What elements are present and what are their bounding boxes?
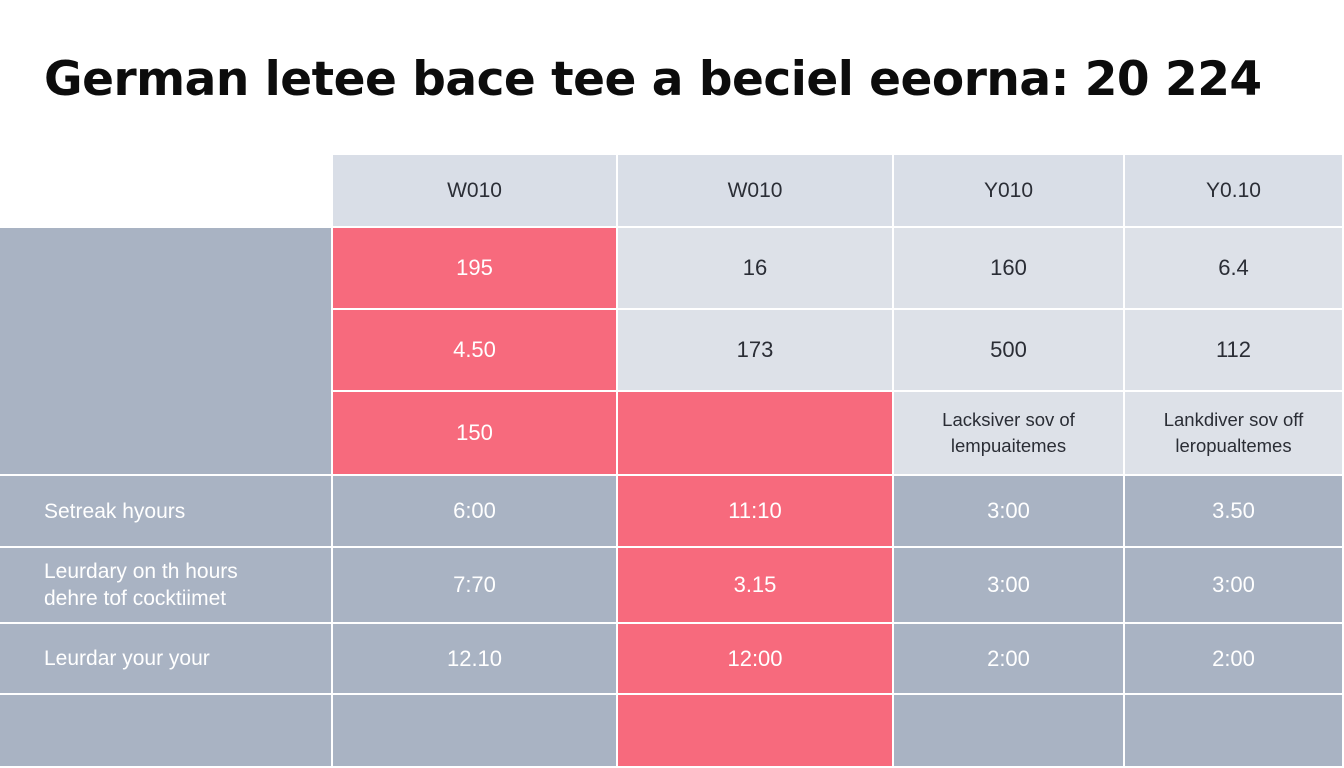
table-cell: 3:00	[894, 548, 1125, 624]
row-label: Leurdar your your	[0, 624, 333, 695]
row-label: Setreak hyours	[0, 476, 333, 548]
highlighted-cell: 12:00	[618, 624, 894, 695]
table-cell	[1125, 695, 1344, 768]
table-cell: Lankdiver sov off leropualtemes	[1125, 392, 1344, 476]
column-header: Y010	[894, 155, 1125, 228]
column-header: Y0.10	[1125, 155, 1344, 228]
table-cell: 3:00	[894, 476, 1125, 548]
highlighted-cell	[618, 695, 894, 768]
column-header: W010	[618, 155, 894, 228]
table-cell: 2:00	[894, 624, 1125, 695]
table-cell: 3.50	[1125, 476, 1344, 548]
table-cell: 12.10	[333, 624, 618, 695]
highlighted-cell: 11:10	[618, 476, 894, 548]
table-cell: 2:00	[1125, 624, 1344, 695]
table-cell: 500	[894, 310, 1125, 392]
row-label	[0, 695, 333, 768]
row-label-block	[0, 228, 333, 476]
table-cell	[894, 695, 1125, 768]
table-cell: 173	[618, 310, 894, 392]
highlighted-cell: 195	[333, 228, 618, 310]
table-cell: 160	[894, 228, 1125, 310]
table-cell: 16	[618, 228, 894, 310]
highlighted-cell: 4.50	[333, 310, 618, 392]
highlighted-cell: 3.15	[618, 548, 894, 624]
table-cell: 3:00	[1125, 548, 1344, 624]
table-cell: 112	[1125, 310, 1344, 392]
table-cell: 6:00	[333, 476, 618, 548]
highlighted-cell	[618, 392, 894, 476]
chart-title: German letee bace tee a beciel eeorna: 2…	[44, 52, 1262, 107]
table-cell	[333, 695, 618, 768]
highlighted-cell: 150	[333, 392, 618, 476]
table-cell: 7:70	[333, 548, 618, 624]
row-label: Leurdary on th hours dehre tof cocktiime…	[0, 548, 333, 624]
table-cell: 6.4	[1125, 228, 1344, 310]
table-cell: Lacksiver sov of lempuaitemes	[894, 392, 1125, 476]
column-header: W010	[333, 155, 618, 228]
